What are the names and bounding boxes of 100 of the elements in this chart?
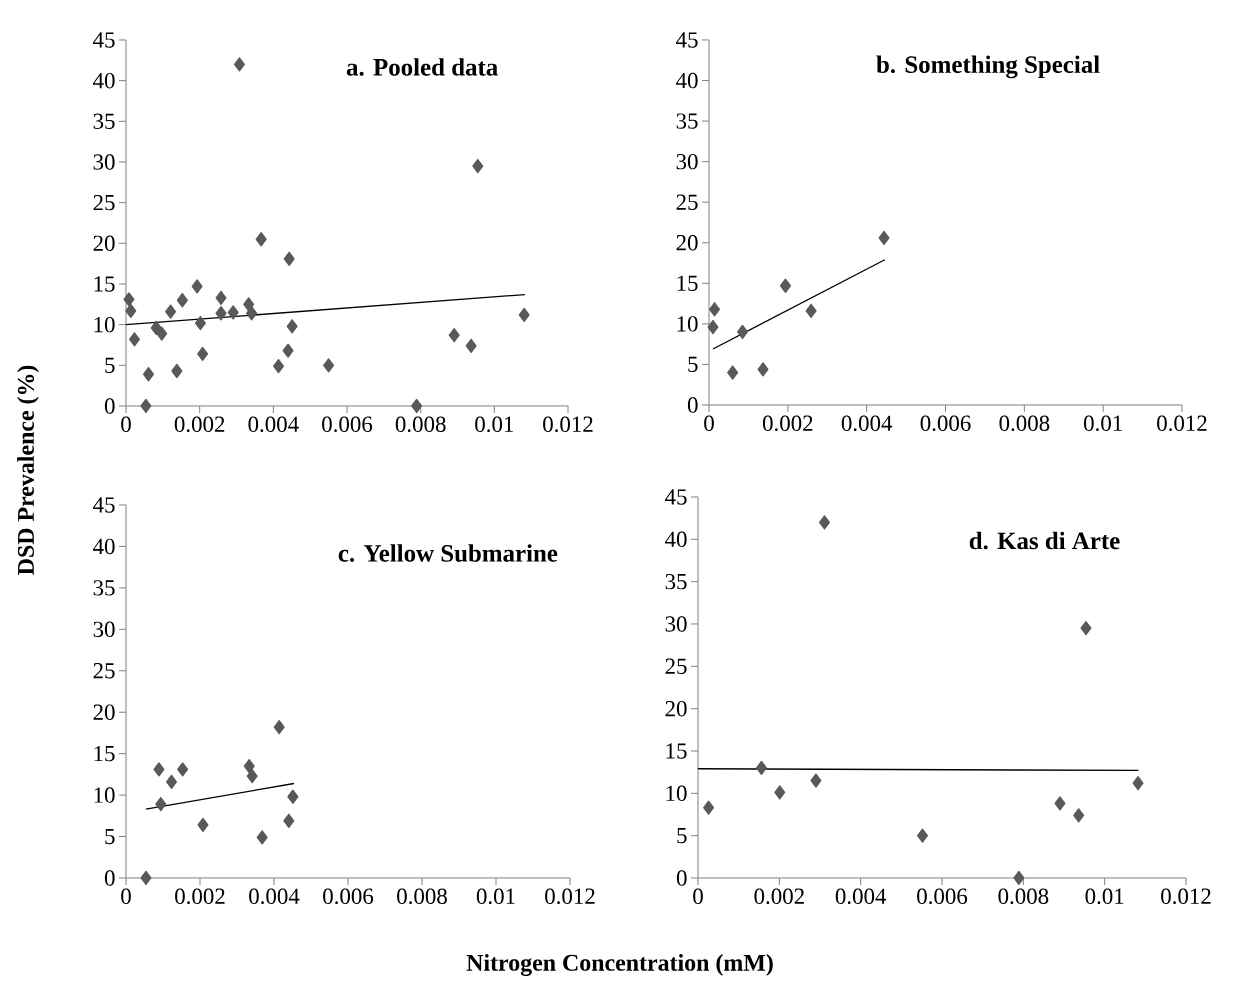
x-tick-label: 0.006 [322,416,373,433]
text: b. Something Special [876,55,1100,79]
y-tick-label: 0 [104,398,115,414]
point [246,306,258,321]
point [155,797,167,812]
y-tick-label: 35 [93,580,115,596]
y-tick-label: 0 [687,397,698,413]
point [246,768,258,784]
point [1073,808,1085,823]
y-tick-label: 45 [665,489,687,505]
y-tick-label: 5 [677,828,687,844]
y-tick-label: 5 [105,357,115,373]
point [177,762,189,777]
point [140,870,152,886]
y-tick-label: 10 [666,785,687,802]
x-tick-label: 0 [121,416,131,432]
y-tick-label: 5 [105,828,115,845]
y-tick-label: 40 [665,531,687,548]
point [128,332,141,347]
y-tick-label: 30 [676,153,698,170]
y-tick-label: 20 [665,700,687,717]
y-tick-label: 0 [104,870,115,886]
x-tick-label: 0.008 [397,888,447,905]
point [194,315,206,331]
point [156,326,168,341]
text: d. Kas di Arte [969,531,1120,550]
point [283,251,295,266]
x-tick-label: 0.004 [841,415,893,432]
y-tick-label: 25 [93,663,115,679]
x-tick-label: 0.012 [543,416,593,433]
y-tick-label: 10 [677,316,698,332]
x-tick-label: 0.002 [762,415,813,432]
point [176,293,188,308]
y-tick-label: 15 [666,743,687,759]
x-tick-label: 0.002 [174,416,225,433]
point [150,320,162,336]
x-tick-label: 0 [121,888,131,904]
point [272,358,285,374]
y-tick-label: 25 [676,194,698,210]
y-tick-label: 20 [93,704,115,720]
point [323,358,335,373]
point [273,719,285,735]
x-axis-title: Nitrogen Concentration (mM) [466,954,773,976]
y-tick-label: 35 [676,113,698,129]
x-tick-label: 0.012 [545,888,595,905]
y-tick-label: 40 [676,72,698,89]
point [243,758,255,774]
point [1080,621,1092,636]
text: a. Pooled data [346,58,498,76]
y-tick-label: 40 [93,72,115,89]
y-tick-label: 35 [93,113,115,130]
point [707,319,719,335]
x-tick-label: 0.004 [835,888,887,905]
y-tick-label: 45 [93,32,115,48]
point [286,319,298,334]
point [142,367,154,382]
point [755,760,767,776]
point [227,305,239,320]
point [171,363,183,379]
x-tick-label: 0 [704,415,714,431]
point [140,398,152,414]
point [215,306,227,321]
point [243,297,255,312]
point [709,302,721,317]
y-tick-label: 30 [665,616,687,632]
y-tick-label: 15 [94,276,115,292]
y-tick-label: 20 [676,235,698,251]
x-tick-label: 0.006 [323,888,374,905]
point [465,338,477,353]
y-axis-title: DSD Prevalence (%) [17,365,39,575]
point [165,774,178,789]
point [727,365,739,380]
point [810,773,822,788]
point [703,800,715,815]
point [197,817,209,833]
point [282,343,294,358]
point [472,158,484,174]
y-tick-label: 20 [93,235,115,252]
point [125,303,137,318]
point [779,278,792,293]
y-tick-label: 30 [93,621,115,638]
point [818,515,831,530]
point [805,303,817,319]
point [757,362,769,377]
x-tick-label: 0.004 [249,888,300,905]
point [165,304,177,319]
x-tick-label: 0.008 [395,416,446,433]
point [153,762,165,777]
point [283,813,295,828]
x-tick-label: 0.006 [920,415,971,432]
x-tick-label: 0.01 [476,888,515,905]
x-tick-label: 0.008 [999,415,1050,432]
point [774,785,786,800]
point [411,398,423,414]
point [287,789,299,804]
x-tick-label: 0.004 [248,416,299,433]
point [736,324,749,340]
y-tick-label: 15 [94,745,115,762]
y-tick-label: 25 [93,194,115,211]
point [878,230,890,246]
